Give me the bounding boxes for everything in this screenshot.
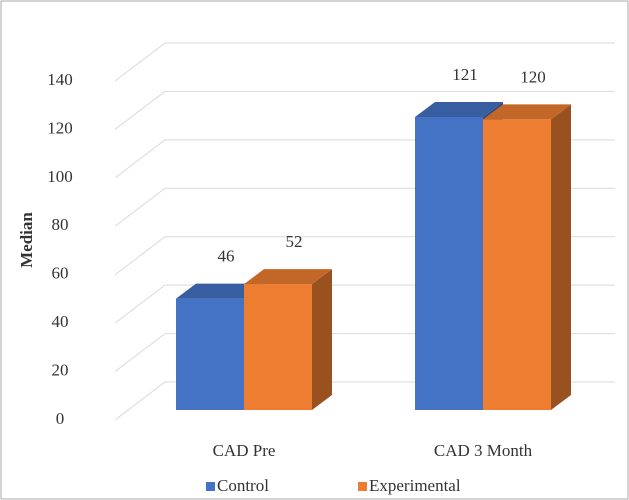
bar <box>244 284 312 410</box>
bar-top <box>415 102 503 118</box>
bar-top <box>244 269 332 285</box>
grid-line <box>114 90 615 130</box>
y-tick-label: 100 <box>47 167 73 186</box>
y-tick-label: 80 <box>52 215 69 234</box>
legend-label: Control <box>217 476 269 495</box>
bar-top <box>176 283 264 299</box>
y-tick-label: 40 <box>52 312 69 331</box>
bar-side <box>312 269 332 410</box>
y-axis-label: Median <box>17 212 36 268</box>
legend-swatch <box>206 482 215 491</box>
data-label: 121 <box>452 65 478 84</box>
y-tick-label: 20 <box>52 360 69 379</box>
grid-line <box>114 42 615 82</box>
data-label: 46 <box>218 247 235 266</box>
y-tick-label: 0 <box>56 409 65 428</box>
bar <box>415 117 483 410</box>
bar <box>483 119 551 410</box>
y-tick-label: 60 <box>52 264 69 283</box>
x-tick-label: CAD Pre <box>213 441 276 460</box>
bar-side <box>551 104 571 410</box>
y-tick-label: 140 <box>47 70 73 89</box>
y-tick-label: 120 <box>47 118 73 137</box>
bar <box>176 298 244 410</box>
data-label: 120 <box>520 67 546 86</box>
legend-label: Experimental <box>369 476 461 495</box>
bar-top <box>483 104 571 120</box>
legend-swatch <box>358 482 367 491</box>
x-tick-label: CAD 3 Month <box>434 441 533 460</box>
data-label: 52 <box>286 232 303 251</box>
